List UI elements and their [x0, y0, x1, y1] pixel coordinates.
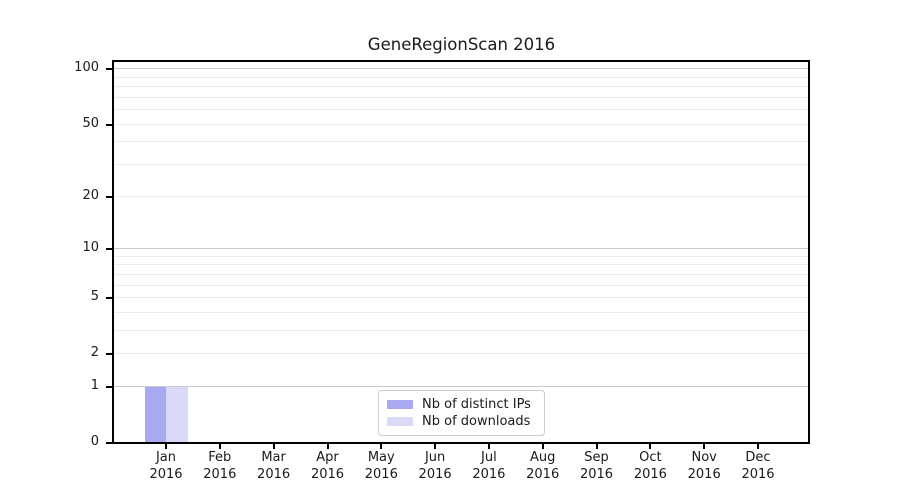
x-tick-mark: [434, 443, 437, 449]
y-tick-label: 10: [82, 239, 99, 255]
minor-gridline: [113, 264, 810, 266]
y-tick-mark: [106, 195, 113, 198]
minor-gridline: [113, 123, 810, 125]
x-tick-label: Feb 2016: [203, 450, 237, 482]
x-tick-mark: [380, 443, 383, 449]
minor-gridline: [113, 86, 810, 88]
y-tick-label: 0: [90, 434, 99, 449]
minor-gridline: [113, 76, 810, 78]
x-tick-mark: [272, 443, 275, 449]
y-tick-label: 20: [82, 187, 99, 203]
x-tick-mark: [541, 443, 544, 449]
y-tick-mark: [106, 385, 113, 388]
legend-swatch-distinct-ips: [387, 400, 413, 409]
minor-gridline: [113, 284, 810, 286]
legend-label-distinct-ips: Nb of distinct IPs: [422, 397, 531, 412]
x-tick-mark: [326, 443, 329, 449]
minor-gridline: [113, 255, 810, 257]
y-tick-mark: [106, 123, 113, 126]
y-tick-label: 5: [90, 288, 99, 304]
chart-title: GeneRegionScan 2016: [367, 35, 556, 54]
major-gridline: [113, 68, 810, 70]
x-tick-label: Mar 2016: [257, 450, 291, 482]
x-tick-label: Jun 2016: [418, 450, 452, 482]
y-tick-label: 100: [74, 60, 99, 76]
x-tick-label: Jan 2016: [149, 450, 183, 482]
x-tick-label: Dec 2016: [741, 450, 775, 482]
x-tick-label: Sep 2016: [579, 450, 614, 482]
x-tick-mark: [487, 443, 490, 449]
minor-gridline: [113, 164, 810, 165]
legend-entry-distinct-ips: Nb of distinct IPs: [387, 397, 536, 412]
y-tick-label: 50: [82, 115, 99, 131]
minor-gridline: [113, 353, 810, 355]
bar-distinct-ips-jan: [144, 386, 166, 443]
x-tick-mark: [218, 443, 221, 449]
minor-gridline: [113, 195, 810, 197]
x-tick-label: Nov 2016: [687, 450, 721, 482]
minor-gridline: [113, 96, 810, 98]
y-tick-mark: [106, 296, 113, 299]
x-tick-mark: [649, 443, 652, 449]
x-tick-mark: [165, 443, 167, 449]
minor-gridline: [113, 329, 810, 331]
legend: Nb of distinct IPs Nb of downloads: [378, 390, 545, 436]
y-tick-label: 1: [90, 377, 99, 393]
y-tick-mark: [106, 442, 113, 444]
minor-gridline: [113, 141, 810, 143]
x-tick-label: May 2016: [364, 450, 398, 482]
y-tick-label: 2: [90, 345, 99, 361]
plot-area: [113, 61, 810, 443]
x-tick-label: Jul 2016: [472, 450, 506, 482]
legend-swatch-downloads: [387, 417, 413, 426]
major-gridline: [113, 247, 810, 249]
x-tick-mark: [703, 443, 706, 449]
minor-gridline: [113, 311, 810, 313]
y-tick-mark: [106, 247, 113, 250]
y-tick-mark: [106, 353, 113, 356]
y-tick-mark: [106, 68, 113, 71]
legend-label-downloads: Nb of downloads: [422, 414, 531, 429]
minor-gridline: [113, 109, 810, 111]
x-tick-label: Aug 2016: [526, 450, 560, 482]
x-tick-mark: [595, 443, 598, 449]
x-tick-label: Oct 2016: [633, 450, 667, 482]
bar-downloads-jan: [166, 386, 188, 443]
x-tick-mark: [757, 443, 759, 449]
major-gridline: [113, 385, 810, 387]
x-tick-label: Apr 2016: [310, 450, 345, 482]
legend-entry-downloads: Nb of downloads: [387, 414, 536, 429]
minor-gridline: [113, 296, 810, 298]
minor-gridline: [113, 273, 810, 275]
